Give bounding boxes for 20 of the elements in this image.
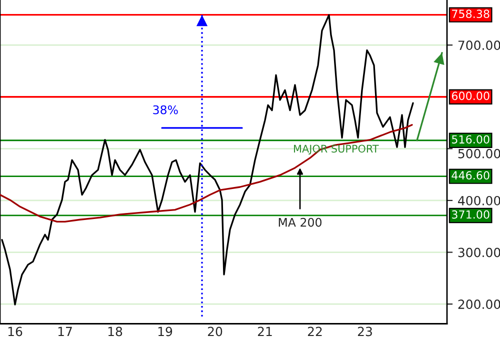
annotation: MA 200 [278,218,322,227]
ref-line-label: 600.00 [452,92,490,100]
y-tick-label: 200.00 [458,300,500,309]
x-tick-label: 22 [308,326,322,336]
x-tick-label: 16 [8,326,22,336]
ref-line-label: 758.38 [452,10,490,18]
ref-line-label: 371.00 [452,210,490,219]
x-tick-label: 21 [258,326,272,336]
y-tick-label: 400.00 [458,196,500,206]
x-tick-label: 23 [358,326,372,336]
y-tick-label: 300.00 [458,248,500,258]
x-tick-label: 18 [108,326,122,336]
y-tick-label: 700.00 [458,40,500,50]
x-tick-label: 20 [208,326,222,336]
y-tick-label: 500.00 [458,148,500,158]
x-tick-label: 17 [58,326,72,336]
ref-line-label: 516.00 [452,135,490,144]
annotation: 38% [153,105,178,114]
x-tick-label: 19 [158,326,172,336]
ref-line-label: 446.60 [452,171,490,180]
